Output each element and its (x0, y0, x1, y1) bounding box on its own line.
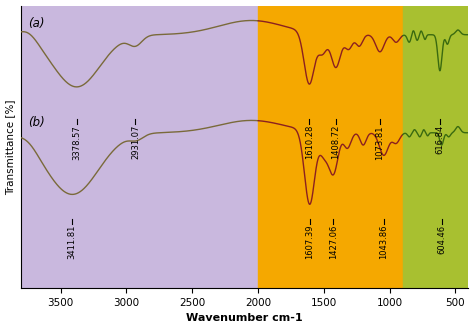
Y-axis label: Transmittance [%]: Transmittance [%] (6, 99, 16, 195)
Text: 3411.81: 3411.81 (68, 225, 77, 259)
Text: 1607.39: 1607.39 (305, 225, 314, 260)
Bar (402, 6, 468, 288)
X-axis label: Wavenumber cm-1: Wavenumber cm-1 (186, 314, 303, 323)
Text: 1043.86: 1043.86 (379, 225, 388, 260)
Text: (b): (b) (27, 116, 45, 129)
Text: 1408.72: 1408.72 (331, 125, 340, 160)
Text: 604.46: 604.46 (437, 225, 446, 254)
Text: 1427.06: 1427.06 (329, 225, 338, 259)
Text: 2931.07: 2931.07 (131, 125, 140, 160)
Bar (258, 6, 402, 288)
Text: 616.84: 616.84 (436, 125, 445, 154)
Bar (21, 6, 258, 288)
Text: (a): (a) (27, 17, 44, 30)
Text: 1073.81: 1073.81 (375, 125, 384, 160)
Text: 3378.57: 3378.57 (72, 125, 81, 160)
Text: 1610.28: 1610.28 (305, 125, 314, 160)
